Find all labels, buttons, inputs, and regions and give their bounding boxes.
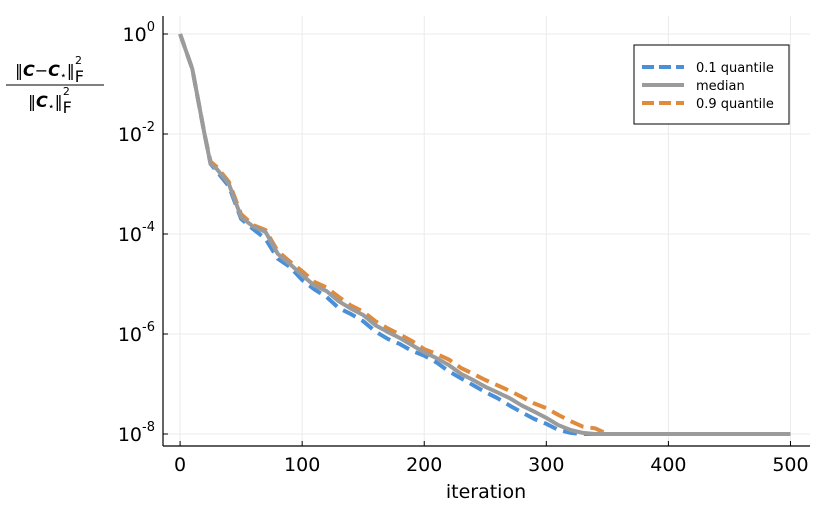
y-label-num-minus: − bbox=[35, 61, 48, 80]
y-tick-base: 10 bbox=[118, 324, 142, 346]
y-tick-base: 10 bbox=[123, 24, 147, 46]
y-axis-label: ‖C−C⋆‖F2 ‖C⋆‖F2 bbox=[6, 54, 104, 117]
grid bbox=[163, 16, 810, 446]
y-label-num-left: ‖ bbox=[15, 61, 23, 80]
y-tick-label: 10-2 bbox=[118, 120, 155, 146]
x-tick-label: 300 bbox=[528, 454, 564, 476]
y-tick-exponent: 0 bbox=[147, 20, 155, 35]
y-tick-exponent: -8 bbox=[142, 420, 155, 435]
series-lines bbox=[178, 33, 791, 436]
y-label-num-right: ‖ bbox=[67, 61, 75, 80]
legend-label: median bbox=[696, 79, 745, 94]
y-tick-exponent: -6 bbox=[142, 320, 155, 335]
y-tick-label: 100 bbox=[123, 20, 155, 46]
x-tick-label: 400 bbox=[650, 454, 686, 476]
legend-label: 0.1 quantile bbox=[696, 61, 774, 76]
y-label-num-sup: 2 bbox=[75, 54, 82, 67]
y-tick-label: 10-6 bbox=[118, 320, 155, 346]
x-ticks: 0 100 200 300 400 500 bbox=[174, 441, 809, 476]
x-tick-label: 100 bbox=[284, 454, 320, 476]
y-label-num-sub: F bbox=[75, 67, 84, 86]
x-tick-label: 200 bbox=[406, 454, 442, 476]
y-tick-base: 10 bbox=[118, 224, 142, 246]
y-tick-label: 10-4 bbox=[118, 220, 155, 246]
axes bbox=[162, 16, 810, 447]
y-label-den-left: ‖ bbox=[28, 92, 36, 111]
y-label-numerator: ‖C−C⋆‖F2 bbox=[15, 54, 84, 86]
legend-label: 0.9 quantile bbox=[696, 97, 774, 112]
x-tick-label: 500 bbox=[772, 454, 808, 476]
y-tick-base: 10 bbox=[118, 124, 142, 146]
y-label-den-right: ‖ bbox=[55, 92, 63, 111]
y-tick-exponent: -4 bbox=[142, 220, 155, 235]
y-tick-label: 10-8 bbox=[118, 420, 155, 446]
y-label-den-star: ⋆ bbox=[48, 100, 55, 113]
y-tick-base: 10 bbox=[118, 424, 142, 446]
y-label-denominator: ‖C⋆‖F2 bbox=[28, 85, 72, 117]
series-line-median bbox=[178, 33, 791, 436]
x-axis-label: iteration bbox=[446, 481, 526, 503]
y-tick-exponent: -2 bbox=[142, 120, 155, 135]
y-label-den-sub: F bbox=[63, 98, 72, 117]
y-label-num-star: ⋆ bbox=[60, 69, 67, 82]
y-label-num-cstar: C bbox=[48, 61, 60, 80]
legend: 0.1 quantile median 0.9 quantile bbox=[633, 44, 790, 125]
x-tick-label: 0 bbox=[174, 454, 186, 476]
y-label-num-c: C bbox=[23, 61, 35, 80]
y-label-den-sup: 2 bbox=[63, 85, 70, 98]
y-label-den-c: C bbox=[36, 92, 48, 111]
